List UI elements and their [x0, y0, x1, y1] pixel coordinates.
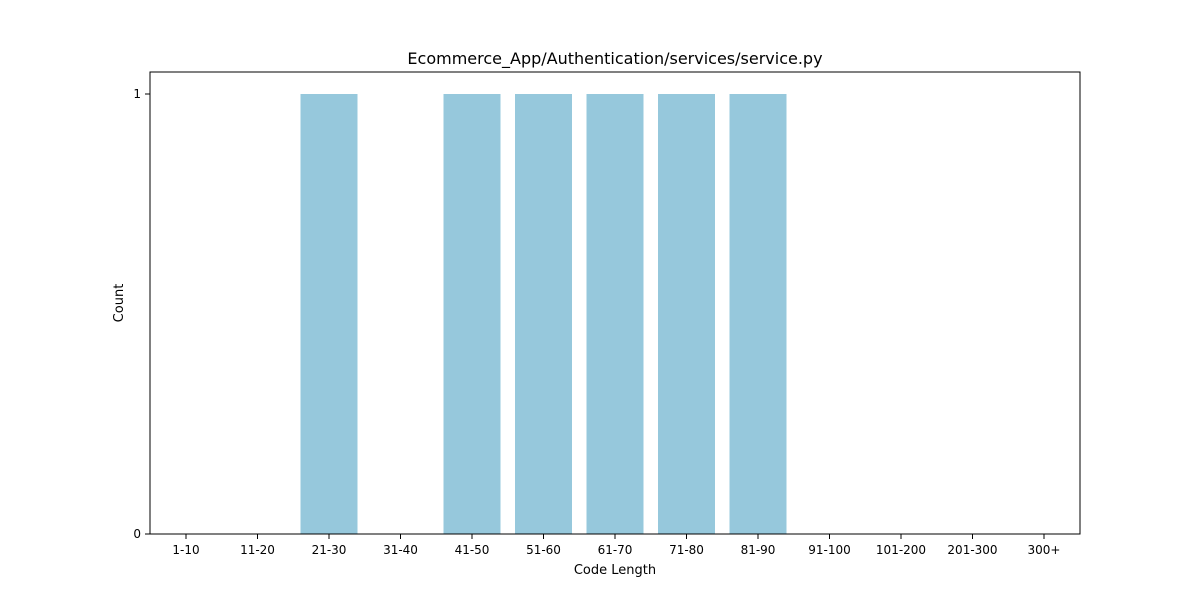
x-tick-label: 61-70: [598, 543, 633, 557]
x-tick-label: 91-100: [808, 543, 851, 557]
x-tick-label: 21-30: [312, 543, 347, 557]
x-tick-label: 1-10: [172, 543, 199, 557]
bar-61-70: [586, 94, 644, 534]
x-tick-label: 51-60: [526, 543, 561, 557]
bar-41-50: [443, 94, 501, 534]
x-tick-label: 31-40: [383, 543, 418, 557]
y-tick-label: 0: [133, 527, 141, 541]
bars-group: [300, 94, 787, 534]
x-tick-label: 201-300: [947, 543, 997, 557]
x-tick-label: 71-80: [669, 543, 704, 557]
y-axis-ticks: 01: [133, 87, 150, 541]
x-tick-label: 101-200: [876, 543, 926, 557]
bar-81-90: [729, 94, 787, 534]
x-axis-ticks: 1-10 11-20 21-30 31-40 41-50 51-60 61-70 71-80 8…: [172, 534, 1060, 557]
x-tick-label: 300+: [1028, 543, 1061, 557]
bar-51-60: [515, 94, 572, 534]
bar-21-30: [300, 94, 358, 534]
x-tick-label: 81-90: [741, 543, 776, 557]
y-tick-label: 1: [133, 87, 141, 101]
x-tick-label: 11-20: [240, 543, 275, 557]
y-axis-label: Count: [112, 284, 127, 323]
x-axis-label: Code Length: [574, 563, 656, 578]
x-tick-label: 41-50: [455, 543, 490, 557]
bar-71-80: [658, 94, 715, 534]
chart-title: Ecommerce_App/Authentication/services/se…: [407, 49, 822, 69]
